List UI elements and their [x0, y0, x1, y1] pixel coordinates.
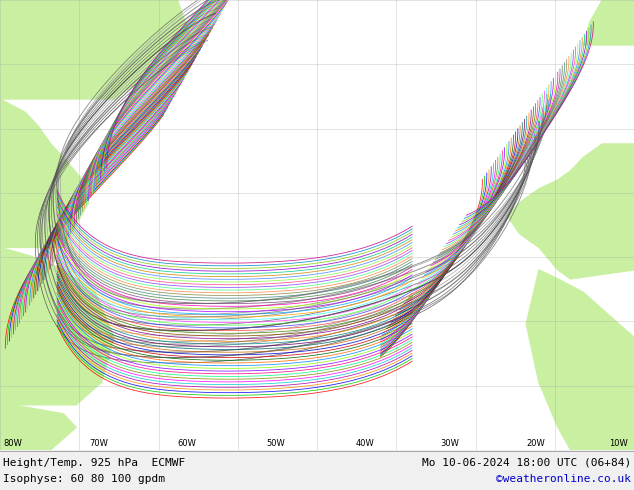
Text: 60W: 60W: [178, 439, 197, 447]
Polygon shape: [0, 0, 190, 99]
Text: Mo 10-06-2024 18:00 UTC (06+84): Mo 10-06-2024 18:00 UTC (06+84): [422, 458, 631, 468]
Text: Height/Temp. 925 hPa  ECMWF: Height/Temp. 925 hPa ECMWF: [3, 458, 185, 468]
Text: 40W: 40W: [355, 439, 374, 447]
Polygon shape: [583, 0, 634, 45]
Text: 80W: 80W: [3, 439, 22, 447]
Polygon shape: [0, 99, 89, 247]
Polygon shape: [0, 247, 114, 405]
Text: 10W: 10W: [609, 439, 628, 447]
Text: 30W: 30W: [441, 439, 460, 447]
Polygon shape: [526, 270, 634, 450]
Text: Isophyse: 60 80 100 gpdm: Isophyse: 60 80 100 gpdm: [3, 474, 165, 484]
Text: 70W: 70W: [89, 439, 108, 447]
Text: 20W: 20W: [526, 439, 545, 447]
Polygon shape: [507, 144, 634, 279]
Text: 50W: 50W: [266, 439, 285, 447]
Text: ©weatheronline.co.uk: ©weatheronline.co.uk: [496, 474, 631, 484]
Polygon shape: [0, 405, 76, 450]
